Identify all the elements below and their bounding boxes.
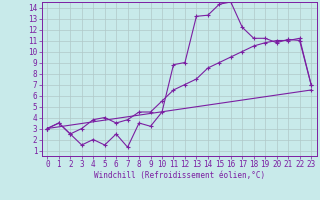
X-axis label: Windchill (Refroidissement éolien,°C): Windchill (Refroidissement éolien,°C): [94, 171, 265, 180]
